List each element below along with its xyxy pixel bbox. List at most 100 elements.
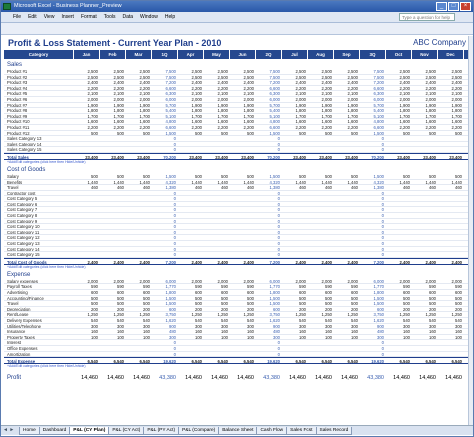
cell[interactable] [126, 196, 152, 201]
cell[interactable]: 1,900 [347, 102, 358, 108]
cell[interactable]: 19,620 [163, 359, 176, 365]
cell[interactable] [74, 241, 100, 246]
cell[interactable] [74, 191, 100, 196]
cell[interactable]: 2,500 [87, 74, 98, 80]
cell[interactable]: 2,200 [347, 124, 358, 130]
cell[interactable]: 590 [117, 284, 124, 290]
cell[interactable] [308, 352, 334, 357]
cell[interactable]: 0 [381, 190, 384, 196]
cell[interactable]: 1,250 [191, 312, 202, 318]
cell[interactable]: 600 [377, 306, 384, 312]
cell[interactable]: 0 [277, 213, 280, 219]
cell[interactable] [178, 340, 204, 345]
cell[interactable]: 460 [403, 185, 410, 191]
cell[interactable]: 2,400 [191, 80, 202, 86]
cell[interactable]: 7,500 [165, 74, 176, 80]
cell[interactable]: 600 [91, 290, 98, 295]
cell[interactable]: 6,540 [347, 359, 358, 365]
cell[interactable]: 500 [143, 130, 150, 136]
cell[interactable]: 23,400 [111, 154, 124, 160]
cell[interactable] [334, 207, 360, 212]
cell[interactable] [386, 191, 412, 196]
cell[interactable] [282, 235, 308, 240]
cell[interactable]: 100 [143, 334, 150, 340]
cell[interactable]: 1,250 [243, 312, 254, 318]
cell[interactable]: 7,200 [269, 80, 280, 86]
cell[interactable] [282, 191, 308, 196]
cell[interactable] [126, 235, 152, 240]
cell[interactable]: 2,500 [243, 74, 254, 80]
cell[interactable]: 1,500 [165, 295, 176, 301]
cell[interactable] [100, 252, 126, 257]
cell[interactable]: 2,200 [139, 124, 150, 130]
cell[interactable] [230, 147, 256, 152]
cell[interactable]: 1,440 [139, 179, 150, 185]
cell[interactable]: 2,000 [243, 278, 254, 284]
cell[interactable]: 23,400 [85, 154, 98, 160]
cell[interactable]: 0 [277, 207, 280, 213]
cell[interactable]: 2,200 [243, 85, 254, 91]
cell[interactable] [282, 340, 308, 345]
cell[interactable]: 2,400 [451, 259, 462, 265]
cell[interactable]: 0 [381, 241, 384, 247]
cell[interactable]: 6,000 [373, 278, 384, 284]
cell[interactable]: 2,400 [399, 259, 410, 265]
cell[interactable] [334, 247, 360, 252]
cell[interactable] [230, 191, 256, 196]
cell[interactable]: 6,000 [165, 96, 176, 102]
cell[interactable] [308, 235, 334, 240]
cell[interactable]: 2,200 [321, 124, 332, 130]
cell[interactable] [386, 142, 412, 147]
cell[interactable] [178, 241, 204, 246]
cell[interactable]: 300 [455, 323, 462, 329]
cell[interactable]: 2,500 [399, 74, 410, 80]
cell[interactable]: 23,400 [345, 154, 358, 160]
cell[interactable]: 1,500 [165, 173, 176, 179]
cell[interactable]: 7,500 [269, 74, 280, 80]
cell[interactable] [308, 213, 334, 218]
cell[interactable] [438, 247, 464, 252]
cell[interactable]: 0 [381, 147, 384, 153]
cell[interactable] [178, 252, 204, 257]
cell[interactable]: 0 [277, 235, 280, 241]
cell[interactable] [386, 340, 412, 345]
cell[interactable]: 0 [381, 136, 384, 142]
cell[interactable]: 1,770 [269, 284, 280, 290]
maximize-button[interactable]: □ [448, 2, 459, 11]
cell[interactable] [334, 346, 360, 351]
cell[interactable] [412, 219, 438, 224]
cell[interactable] [438, 235, 464, 240]
cell[interactable]: 1,800 [399, 108, 410, 114]
cell[interactable]: 1,800 [139, 108, 150, 114]
cell[interactable] [126, 352, 152, 357]
cell[interactable]: 0 [277, 246, 280, 252]
cell[interactable]: 500 [247, 301, 254, 307]
cell[interactable]: 2,500 [139, 69, 150, 74]
cell[interactable]: 2,000 [87, 96, 98, 102]
cell[interactable] [386, 247, 412, 252]
cell[interactable] [282, 247, 308, 252]
cell[interactable] [230, 241, 256, 246]
cell[interactable]: 1,380 [269, 185, 280, 191]
cell[interactable]: 590 [299, 284, 306, 290]
cell[interactable]: 1,380 [373, 185, 384, 191]
cell[interactable]: 590 [455, 284, 462, 290]
cell[interactable] [230, 340, 256, 345]
cell[interactable] [100, 136, 126, 141]
cell[interactable] [126, 191, 152, 196]
cell[interactable]: 2,000 [425, 278, 436, 284]
cell[interactable]: 5,400 [165, 108, 176, 114]
cell[interactable]: 1,440 [243, 179, 254, 185]
cell[interactable]: 300 [377, 334, 384, 340]
tab-p-l-compare-[interactable]: P&L (Compare) [178, 426, 220, 435]
cell[interactable]: 2,100 [217, 91, 228, 97]
cell[interactable]: 100 [325, 334, 332, 340]
cell[interactable] [334, 191, 360, 196]
cell[interactable] [334, 142, 360, 147]
cell[interactable]: 540 [247, 317, 254, 323]
cell[interactable]: 2,200 [87, 124, 98, 130]
cell[interactable]: 1,440 [321, 179, 332, 185]
cell[interactable] [126, 224, 152, 229]
cell[interactable]: 3,750 [165, 312, 176, 318]
cell[interactable]: 500 [143, 301, 150, 307]
